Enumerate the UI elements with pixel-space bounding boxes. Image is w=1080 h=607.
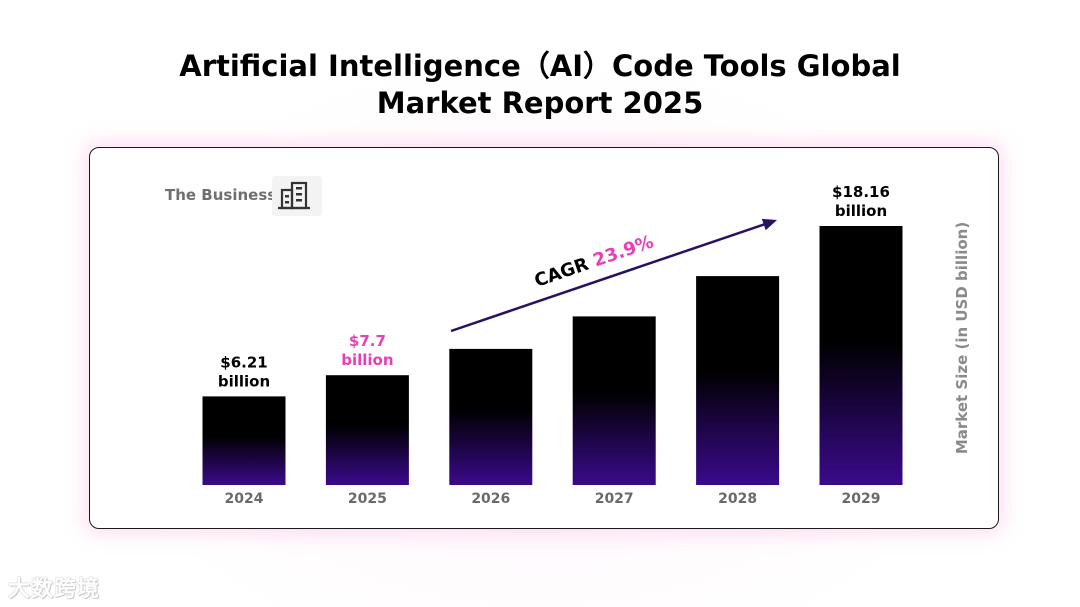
data-label-unit-2024: billion bbox=[218, 372, 270, 390]
building-icon bbox=[272, 176, 322, 216]
bar-2024 bbox=[202, 396, 286, 485]
title-line-2: Market Report 2025 bbox=[376, 86, 704, 120]
bar-2028 bbox=[696, 276, 780, 485]
brand-label: The Business bbox=[165, 186, 277, 204]
building-icon-graphic bbox=[278, 181, 310, 210]
x-tick-label-2026: 2026 bbox=[471, 491, 510, 507]
bar-2029 bbox=[819, 226, 903, 485]
title-line-1: Artificial Intelligence（AI）Code Tools Gl… bbox=[179, 49, 901, 83]
data-label-unit-2025: billion bbox=[341, 351, 393, 369]
x-tick-label-2025: 2025 bbox=[348, 491, 387, 507]
data-label-unit-2029: billion bbox=[835, 202, 887, 220]
cagr-arrow-line bbox=[450, 222, 768, 333]
data-label-value-2024: $6.21 bbox=[220, 353, 267, 371]
data-label-value-2029: $18.16 bbox=[832, 183, 890, 201]
cagr-arrow-head bbox=[761, 218, 777, 231]
bar-2025 bbox=[325, 375, 409, 485]
x-tick-label-2027: 2027 bbox=[595, 491, 634, 507]
data-label-value-2025: $7.7 bbox=[349, 332, 386, 350]
x-tick-label-2024: 2024 bbox=[225, 491, 264, 507]
watermark-text: 大数跨境 bbox=[8, 577, 101, 602]
x-tick-label-2029: 2029 bbox=[842, 491, 881, 507]
bar-2026 bbox=[449, 348, 533, 485]
watermark-logo: 大数跨境 bbox=[8, 571, 100, 603]
page-title: Artificial Intelligence（AI）Code Tools Gl… bbox=[90, 48, 990, 122]
x-tick-label-2028: 2028 bbox=[718, 491, 757, 507]
bar-2027 bbox=[572, 316, 656, 485]
